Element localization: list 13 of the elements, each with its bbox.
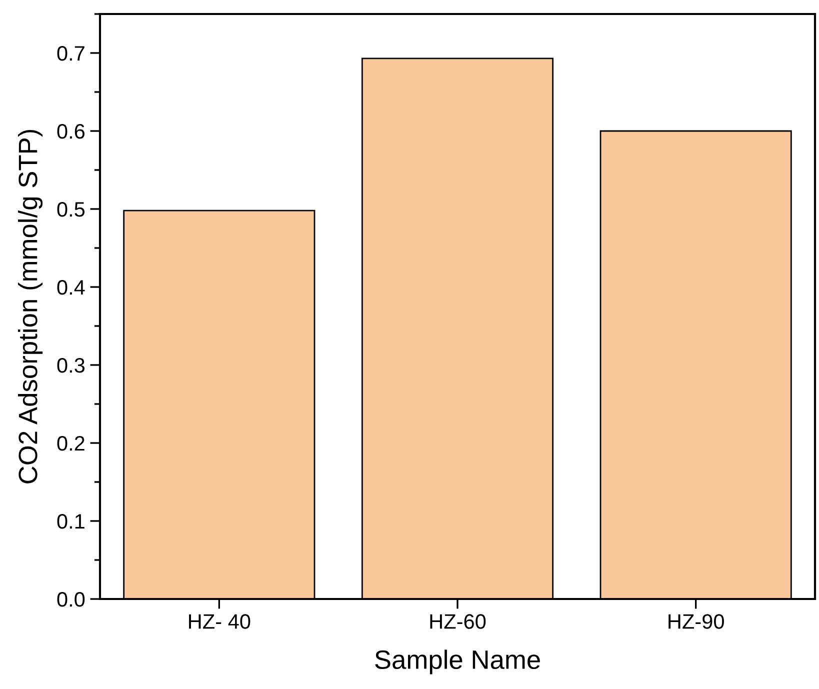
y-tick-label: 0.5 — [57, 202, 85, 217]
y-tick-label: 0.6 — [57, 124, 85, 139]
x-tick-label: HZ- 40 — [189, 614, 250, 629]
y-tick-label: 0.3 — [57, 358, 85, 373]
x-tick-label: HZ-90 — [668, 614, 724, 629]
y-tick-label: 0.1 — [57, 514, 84, 529]
y-tick-label: 0.7 — [57, 46, 84, 61]
y-tick-label: 0.0 — [57, 592, 85, 607]
y-axis-title: CO2 Adsorption (mmol/g STP) — [18, 130, 43, 484]
y-tick-label: 0.4 — [57, 280, 85, 295]
x-tick-label: HZ-60 — [430, 614, 486, 629]
y-tick-label: 0.2 — [57, 436, 84, 451]
x-axis-title: Sample Name — [375, 650, 540, 674]
